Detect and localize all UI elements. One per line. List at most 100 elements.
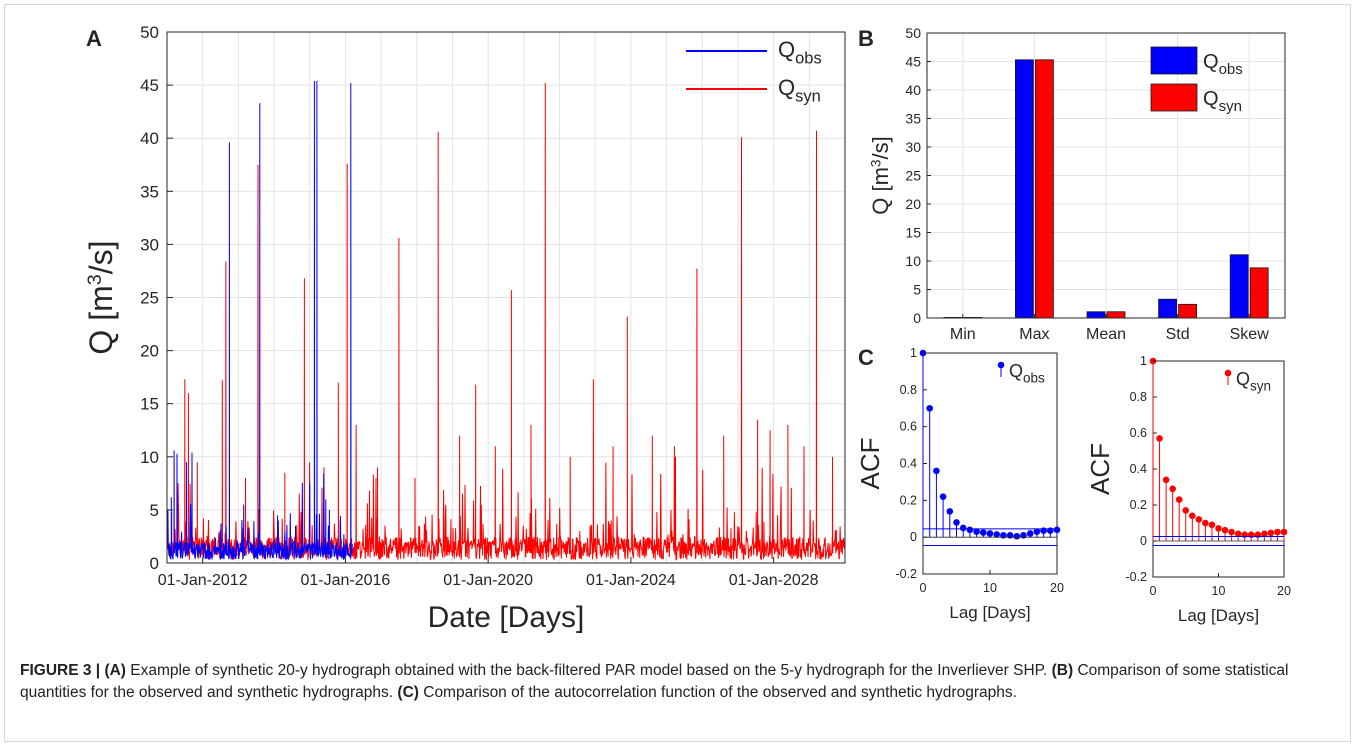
legend: Qobs [997, 361, 1045, 385]
x-tick-label: 10 [1212, 584, 1226, 598]
point-obs [1013, 532, 1021, 540]
point-obs [1020, 532, 1027, 539]
legend-label-syn: Qsyn [1236, 369, 1271, 393]
point-obs [1033, 528, 1041, 535]
bar-syn-std [1178, 303, 1197, 319]
point-obs [973, 528, 980, 535]
legend: Qobs Qsyn [686, 37, 822, 106]
legend-label-syn: Qsyn [1203, 88, 1242, 115]
point-obs [933, 467, 940, 475]
point-syn [1228, 528, 1235, 536]
y-tick-label: -0.2 [1125, 570, 1147, 584]
y-tick-label: 5 [150, 501, 159, 520]
x-tick-label: Max [1019, 326, 1049, 343]
point-syn [1162, 476, 1170, 484]
point-obs [966, 526, 974, 534]
bar-syn-mean [1106, 311, 1126, 319]
caption-b-tag: (B) [1051, 662, 1074, 679]
legend-label-obs: Qobs [778, 37, 822, 68]
y-tick-label: 20 [140, 342, 159, 361]
figure-caption: FIGURE 3 | (A) Example of synthetic 20-y… [20, 660, 1335, 704]
bar-obs-skew [1229, 254, 1249, 319]
point-obs [953, 519, 960, 526]
y-tick-label: 30 [140, 235, 159, 254]
caption-a-tag: (A) [104, 662, 126, 679]
caption-b-text: Comparison of some statistical quantitie… [20, 662, 1289, 701]
x-axis-label: Lag [Days] [949, 603, 1030, 622]
point-obs [939, 493, 947, 500]
point-obs [946, 508, 954, 515]
y-tick-label: 25 [905, 168, 921, 184]
bar-obs-max [1015, 59, 1034, 319]
y-tick-label: 1 [1140, 354, 1147, 368]
y-tick-label: 0.4 [900, 457, 917, 471]
figure-frame [4, 4, 1351, 742]
y-tick-label: 30 [905, 139, 921, 155]
y-tick-label: 0.8 [900, 383, 917, 397]
x-tick-label: Min [950, 326, 976, 343]
legend-label-obs: Qobs [1203, 51, 1243, 78]
x-tick-label: 20 [1277, 584, 1291, 598]
point-syn [1195, 516, 1203, 523]
point-syn [1169, 485, 1176, 493]
point-syn [1208, 521, 1216, 529]
y-tick-label: 35 [905, 111, 921, 127]
point-obs [926, 404, 933, 412]
y-tick-label: 40 [905, 82, 921, 98]
point-obs [1006, 532, 1014, 539]
point-syn [1234, 530, 1242, 538]
x-tick-label: 0 [1150, 584, 1157, 598]
y-tick-label: 45 [905, 54, 921, 70]
panel-label-a: A [86, 26, 102, 51]
y-tick-label: 0 [150, 554, 159, 573]
axes-box [922, 352, 1058, 575]
x-tick-label: 01-Jan-2012 [158, 572, 248, 589]
point-syn [1182, 507, 1190, 514]
point-syn [1221, 526, 1229, 534]
y-tick-label: 20 [905, 196, 921, 212]
x-tick-label: Skew [1230, 326, 1270, 343]
y-tick-label: 35 [140, 182, 159, 201]
legend: Qobs Qsyn [1150, 46, 1243, 115]
bar-syn-skew [1249, 267, 1269, 319]
point-syn [1247, 531, 1255, 538]
bar-syn-max [1035, 59, 1054, 319]
hydrograph-panel: 0 5 10 15 20 25 30 35 40 45 50 01-Jan-2012 01-Jan-20… [83, 23, 846, 634]
caption-label: FIGURE 3 | [20, 662, 105, 679]
y-tick-label: 50 [905, 25, 921, 41]
caption-a-text: Example of synthetic 20-y hydrograph obt… [125, 662, 1052, 679]
x-tick-label: 0 [920, 581, 927, 595]
x-tick-label: 01-Jan-2028 [729, 572, 819, 589]
x-tick-label: 01-Jan-2024 [586, 572, 676, 589]
x-tick-label: 01-Jan-2020 [443, 572, 533, 589]
x-tick-label: 10 [983, 581, 997, 595]
point-syn [1274, 528, 1281, 536]
point-syn [1241, 531, 1248, 538]
y-tick-label: 10 [140, 448, 159, 467]
point-syn [1261, 530, 1268, 538]
point-obs [980, 529, 987, 536]
legend-label-syn: Qsyn [778, 75, 821, 106]
y-tick-label: 45 [140, 76, 159, 95]
legend: Qsyn [1224, 369, 1271, 393]
y-tick-label: 50 [140, 23, 159, 42]
y-tick-label: -0.2 [895, 567, 917, 581]
point-syn [1280, 528, 1288, 536]
point-syn [1254, 531, 1262, 538]
x-tick-label: 20 [1050, 581, 1064, 595]
point-obs [1026, 530, 1034, 537]
y-axis-label: ACF [1085, 443, 1115, 495]
caption-c-text: Comparison of the autocorrelation functi… [418, 684, 1017, 701]
panel-label-c: C [858, 345, 874, 370]
y-tick-label: 0.2 [1130, 498, 1147, 512]
y-axis-label: Q [m3/s] [83, 240, 119, 354]
x-axis-label: Date [Days] [428, 601, 585, 634]
point-obs [1000, 532, 1007, 539]
x-axis-label: Lag [Days] [1178, 606, 1259, 625]
legend-marker-syn [1224, 369, 1232, 377]
legend-swatch-syn [1150, 83, 1198, 112]
y-tick-label: 0 [1140, 534, 1147, 548]
